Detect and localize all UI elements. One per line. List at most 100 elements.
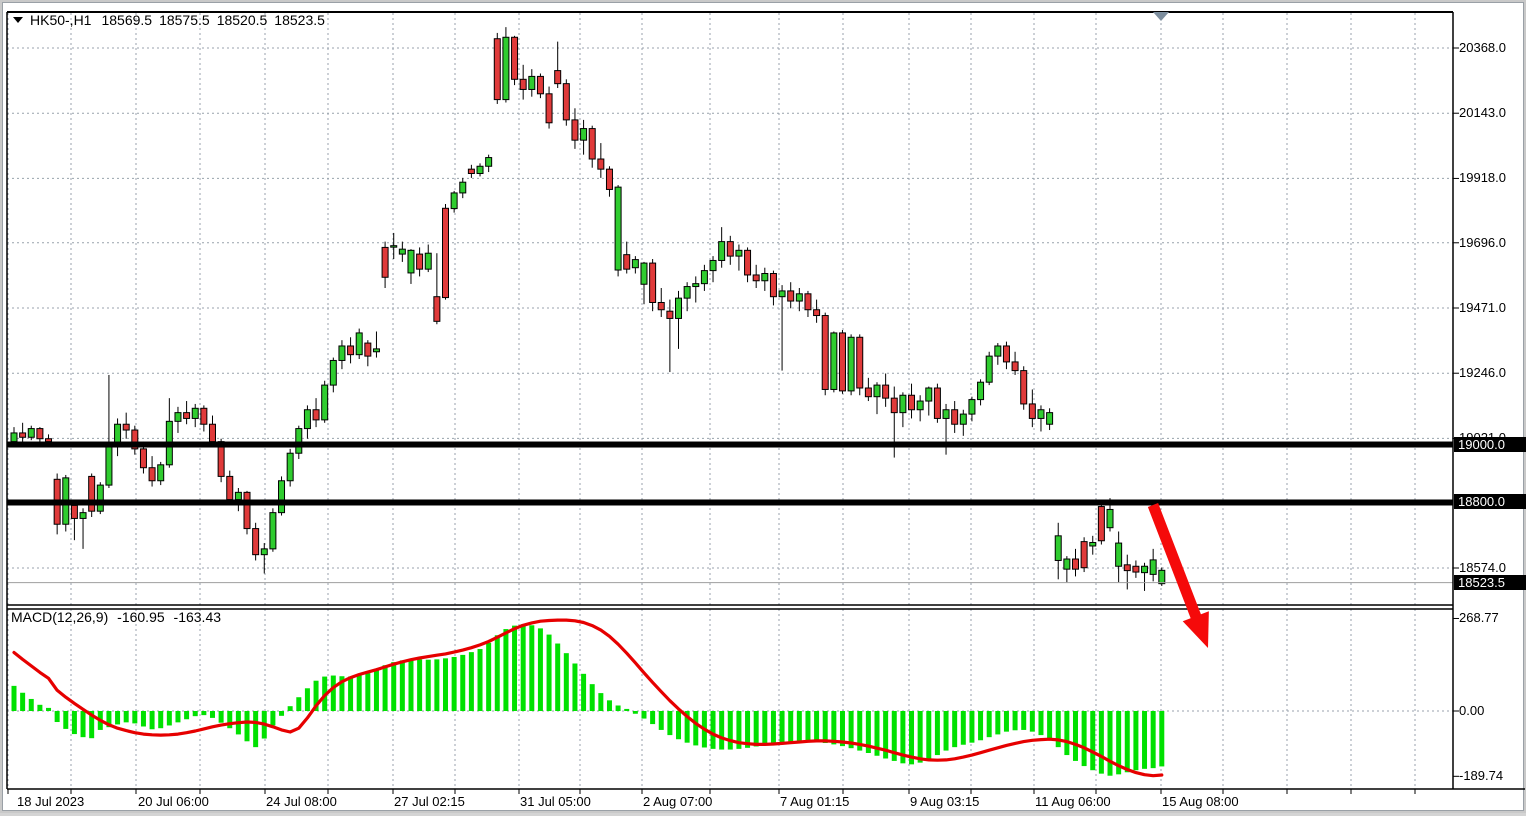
candle-body-bull [942,409,950,419]
candle-body-bear [519,78,527,90]
macd-histogram-bar [986,711,992,738]
candle-body-bear [183,412,191,419]
macd-histogram-bar [486,642,492,711]
candle-body-bear [882,384,890,399]
trend-arrow-head[interactable] [1182,611,1209,648]
macd-histogram-bar [537,628,543,711]
macd-histogram-bar [710,711,716,749]
macd-signal-line [12,618,1164,778]
candle-body-bear [1097,506,1105,542]
candle-body-bear [838,332,846,392]
macd-histogram-bar [451,656,457,711]
horizontal-level-line[interactable] [7,499,1453,506]
candle-body-bear [364,342,372,357]
macd-histogram-bar [1159,711,1165,767]
candle-body-bull [795,293,803,302]
macd-histogram-bar [606,700,612,711]
candle-body-bear [88,475,96,512]
macd-histogram-bar [581,673,587,711]
candle-body-bull [485,157,493,167]
candle-body-bear [890,397,898,414]
macd-histogram-bar [115,711,121,725]
macd-histogram-bar [865,711,871,753]
macd-value: -160.95 [117,609,165,625]
macd-histogram-bar [1021,711,1027,730]
macd-histogram-bar [425,659,431,711]
macd-histogram-bar [589,684,595,711]
candle-body-bull [1149,559,1157,575]
candle-body-bull [1037,409,1045,419]
macd-histogram-bar [1047,711,1053,741]
candle-body-bear [554,70,562,85]
candle-body-bear [933,387,941,419]
macd-histogram-bar [952,711,958,748]
candle-body-bull [476,165,484,175]
macd-histogram-bar [969,711,975,743]
scroll-to-end-icon[interactable] [1153,12,1169,21]
macd-histogram-bar [279,711,285,716]
candle-body-bear [243,491,251,530]
price-tag-label: 19000.0 [1454,436,1526,452]
macd-histogram-bar [270,711,276,726]
horizontal-level-line[interactable] [7,441,1453,448]
macd-signal-value: -163.43 [173,609,222,625]
macd-histogram-bar [814,711,820,742]
macd-histogram-bar [287,706,293,711]
macd-histogram-bar [227,711,233,729]
macd-histogram-bar [676,711,682,740]
candle-body-bull [899,394,907,414]
macd-histogram-bar [1003,711,1009,732]
candle-body-bear [148,467,156,482]
macd-histogram-bar [1107,711,1113,776]
candle-body-bull [260,548,268,556]
candle-body-bull [692,283,700,288]
macd-histogram-bar [909,711,915,765]
candle-body-bull [1141,565,1149,574]
candle-body-bull [234,491,242,501]
time-axis-label: 11 Aug 06:00 [1035,794,1111,809]
price-tag-label: 18800.0 [1454,494,1526,510]
candle-body-bull [640,262,648,285]
macd-histogram-bar [28,698,34,711]
trend-arrow-shaft[interactable] [1147,503,1203,622]
macd-histogram-bar [158,711,164,729]
candle-body-bull [735,249,743,257]
candle-body-bull [424,252,432,270]
candle-body-bull [1046,412,1054,425]
macd-histogram-bar [926,711,932,760]
candle-body-bull [700,270,708,285]
macd-histogram-bar [745,711,751,748]
candle-body-bear [511,36,519,80]
macd-histogram-bar [443,658,448,711]
candle-body-bear [787,290,795,302]
macd-histogram-bar [399,660,405,711]
macd-histogram-bar [313,680,319,711]
macd-histogram-bar [848,711,854,749]
candle-body-bull [338,345,346,361]
symbol-dropdown-icon[interactable] [13,17,23,23]
chart-canvas[interactable] [3,3,1526,816]
candle-body-bear [545,93,553,124]
macd-histogram-bar [175,711,181,723]
price-axis-label: 18574.0 [1459,560,1506,575]
candle-body-bear [208,423,216,443]
candle-body-bull [450,192,458,210]
candle-body-bull [269,512,277,550]
macd-histogram-bar [184,711,190,720]
macd-histogram-bar [667,711,673,736]
candle-body-bull [329,359,337,386]
macd-histogram-bar [201,711,207,716]
macd-histogram-bar [503,629,509,711]
symbol-label: HK50-,H1 [30,12,92,28]
quote-open: 18569.5 [101,12,153,28]
candle-body-bear [623,254,631,270]
candle-body-bull [191,407,199,419]
macd-histogram-bar [339,676,345,711]
macd-histogram-bar [770,711,776,744]
candle-body-bear [666,310,674,319]
candle-body-bear [200,407,208,425]
macd-histogram-bar [209,711,215,718]
candle-body-bear [536,75,544,95]
candle-body-bull [1158,569,1166,585]
macd-histogram-bar [373,669,379,711]
